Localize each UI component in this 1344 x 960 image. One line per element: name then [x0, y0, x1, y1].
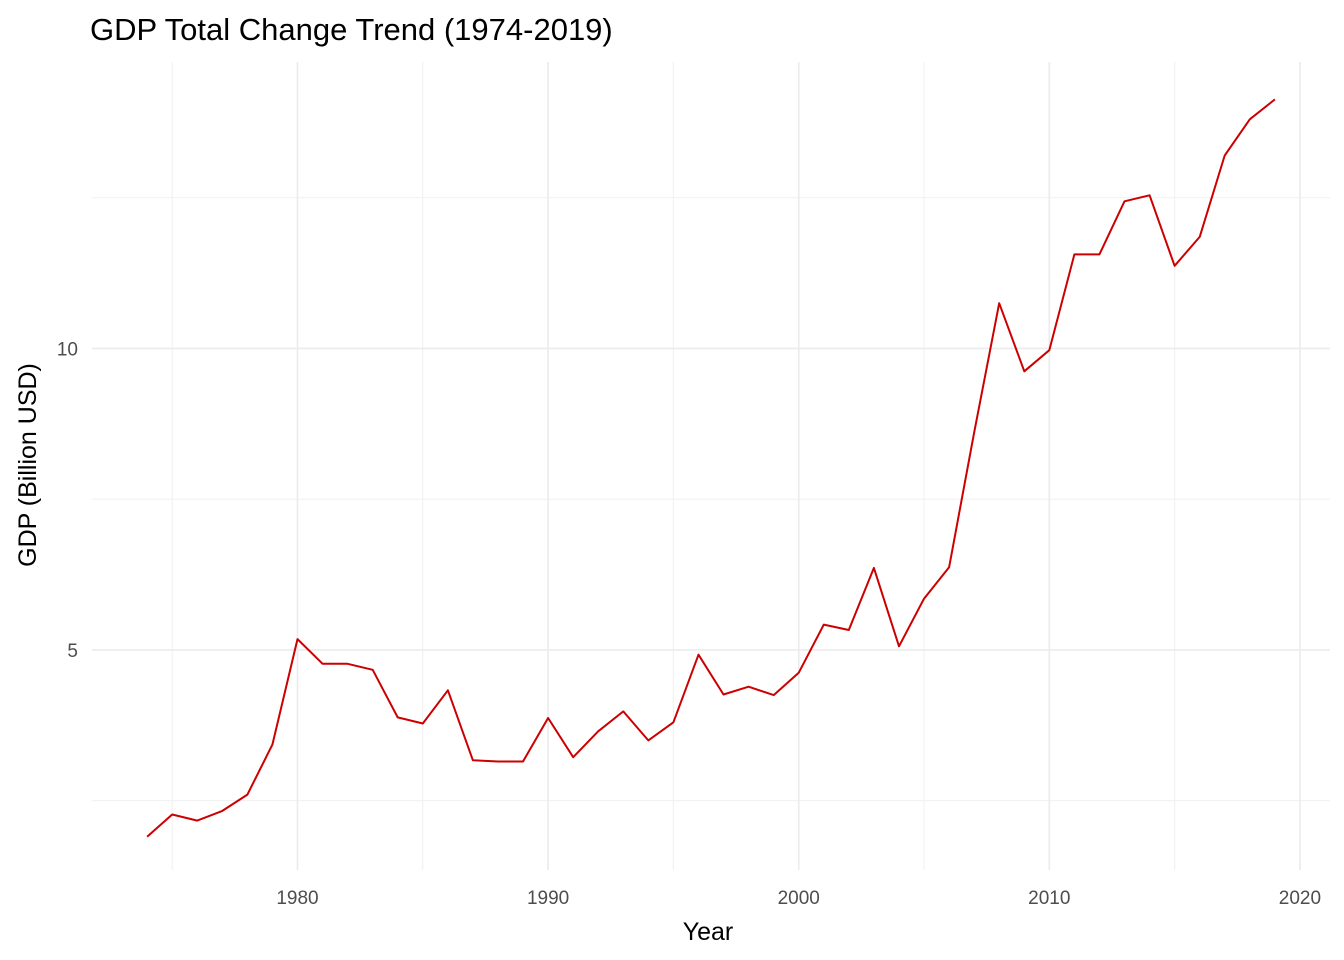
- y-tick-label: 10: [57, 339, 78, 360]
- x-tick-label: 1990: [527, 888, 569, 909]
- chart-title: GDP Total Change Trend (1974-2019): [90, 12, 613, 47]
- x-tick-label: 1980: [276, 888, 318, 909]
- y-axis-title: GDP (Billion USD): [14, 363, 42, 567]
- gdp-series-line: [146, 98, 1276, 838]
- x-tick-label: 2020: [1279, 888, 1321, 909]
- x-tick-label: 2000: [778, 888, 820, 909]
- y-tick-label: 5: [67, 641, 78, 662]
- line-layer: [146, 98, 1276, 838]
- tick-layer: 1980 1990 2000 2010 2020 5 10: [57, 339, 1321, 909]
- x-axis-title: Year: [683, 918, 734, 946]
- x-tick-label: 2010: [1028, 888, 1070, 909]
- grid-layer: [92, 62, 1330, 870]
